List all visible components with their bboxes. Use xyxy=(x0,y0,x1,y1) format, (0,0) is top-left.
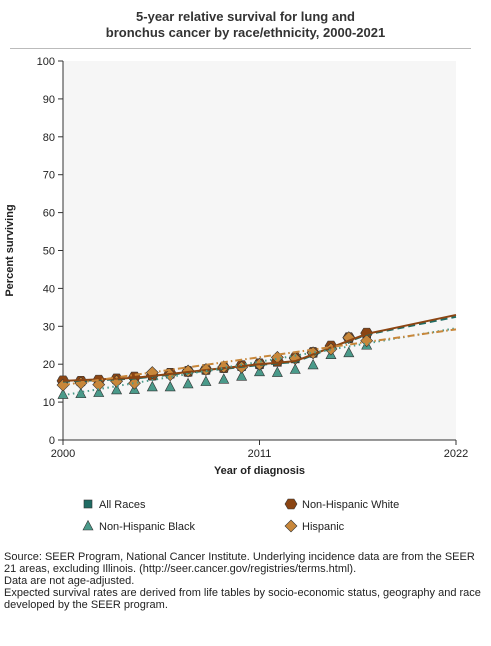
title-divider xyxy=(10,48,471,49)
legend-all-races-marker xyxy=(83,499,93,509)
x-tick-label-2011: 2011 xyxy=(248,448,272,460)
legend-non-hispanic-white-marker xyxy=(284,498,298,510)
chart-title-line-1: 5-year relative survival for lung and xyxy=(136,9,355,24)
x-tick-label-2000: 2000 xyxy=(51,448,75,460)
non-hispanic-black-point-2003 xyxy=(111,383,123,395)
y-tick-label-70: 70 xyxy=(43,170,55,182)
hispanic-point-2016 xyxy=(342,331,356,345)
non-hispanic-black-point-2012 xyxy=(271,366,283,377)
chart-title: 5-year relative survival for lung and br… xyxy=(0,9,491,41)
survival-chart: 0 10 20 30 40 50 60 70 80 90 100 2000 2011 2022 Year o… xyxy=(4,56,468,533)
x-axis-label: Year of diagnosis xyxy=(214,465,305,477)
y-tick-label-90: 90 xyxy=(43,94,55,106)
non-hispanic-black-point-2006 xyxy=(164,380,176,392)
non-hispanic-black-point-2016 xyxy=(343,346,355,358)
source-note: Source: SEER Program, National Cancer In… xyxy=(4,551,488,611)
non-hispanic-black-point-2005 xyxy=(146,380,158,392)
legend-non-hispanic-black-marker xyxy=(82,519,94,531)
y-tick-label-60: 60 xyxy=(43,208,55,220)
non-hispanic-black-point-2002 xyxy=(93,386,105,397)
non-hispanic-black-point-2014 xyxy=(307,358,319,370)
source-line-3: Expected survival rates are derived from… xyxy=(4,587,481,611)
chart-title-line-2: bronchus cancer by race/ethnicity, 2000-… xyxy=(105,25,386,40)
legend-non-hispanic-white-label: Non-Hispanic White xyxy=(302,499,399,511)
non-hispanic-black-point-2008 xyxy=(200,375,212,386)
non-hispanic-black-point-2009 xyxy=(218,373,230,384)
non-hispanic-black-trend-line xyxy=(62,327,457,397)
y-tick-label-10: 10 xyxy=(43,397,55,409)
y-tick-label-40: 40 xyxy=(43,283,55,295)
non-hispanic-black-point-2007 xyxy=(182,377,194,389)
plot-area xyxy=(63,61,456,440)
source-line-2: Data are not age-adjusted. xyxy=(4,575,135,587)
non-hispanic-black-point-2011 xyxy=(254,365,265,377)
non-hispanic-white-trend-line xyxy=(62,313,457,382)
legend-hispanic-label: Hispanic xyxy=(302,521,345,533)
y-tick-label-50: 50 xyxy=(43,246,55,258)
legend-all-races-label: All Races xyxy=(99,499,146,511)
hispanic-point-2002 xyxy=(92,378,106,392)
y-tick-label-20: 20 xyxy=(43,359,55,371)
source-line-1: Source: SEER Program, National Cancer In… xyxy=(4,551,475,575)
y-tick-label-30: 30 xyxy=(43,321,55,333)
y-tick-label-100: 100 xyxy=(37,56,55,68)
non-hispanic-black-point-2010 xyxy=(236,370,248,381)
x-tick-label-2022: 2022 xyxy=(444,448,468,460)
legend-hispanic-marker xyxy=(284,519,298,533)
legend-non-hispanic-black-label: Non-Hispanic Black xyxy=(99,521,195,533)
hispanic-point-2004 xyxy=(128,376,141,390)
non-hispanic-black-point-2013 xyxy=(289,363,301,374)
y-tick-label-80: 80 xyxy=(43,132,55,144)
y-tick-label-0: 0 xyxy=(49,435,55,447)
y-axis-label: Percent surviving xyxy=(4,204,16,296)
non-hispanic-black-point-2000 xyxy=(57,388,69,399)
